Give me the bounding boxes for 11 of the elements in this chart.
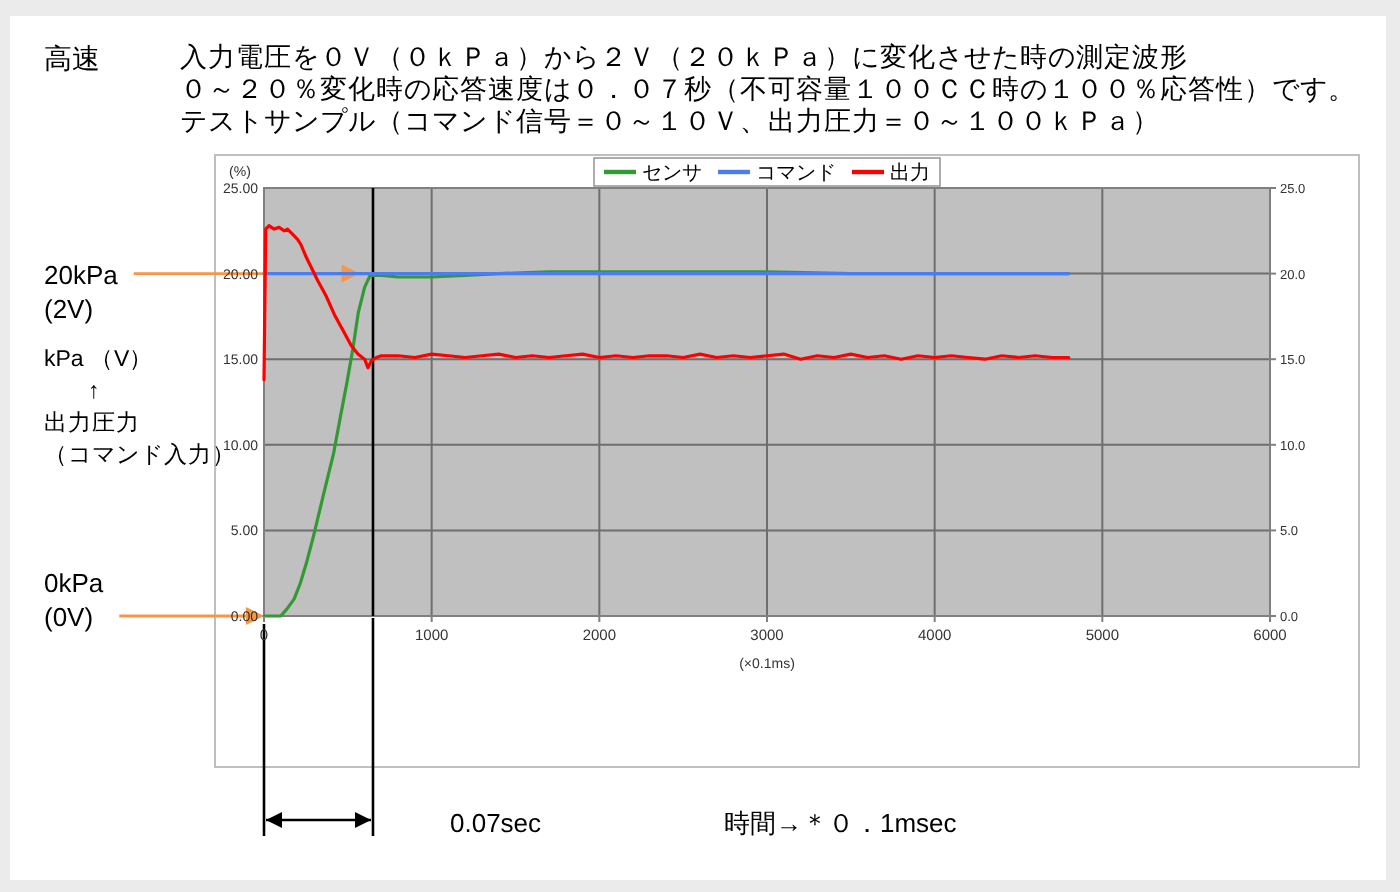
- text: ０～２０％変化時の応答速度は０．０７秒（不可容量１００ＣＣ時の１００％応答性）です。: [180, 74, 1356, 104]
- text: 時間→＊０．1msec: [724, 808, 958, 838]
- chart-subtitle: 入力電圧を０Ｖ（０ｋＰａ）から２Ｖ（２０ｋＰａ）に変化させた時の測定波形: [180, 42, 1188, 72]
- legend-label: 出力: [890, 161, 930, 186]
- legend-label: コマンド: [756, 163, 836, 186]
- legend-label: センサ: [642, 163, 702, 186]
- annotation: 0kPa (0V): [44, 568, 105, 632]
- chart-title: 高速: [44, 42, 100, 74]
- text: テストサンプル（コマンド信号＝０～１０Ｖ、出力圧力＝０～１００ｋＰａ）: [180, 106, 1160, 136]
- text: 0.07sec: [450, 808, 543, 838]
- annotation: 20kPa (2V): [44, 259, 120, 324]
